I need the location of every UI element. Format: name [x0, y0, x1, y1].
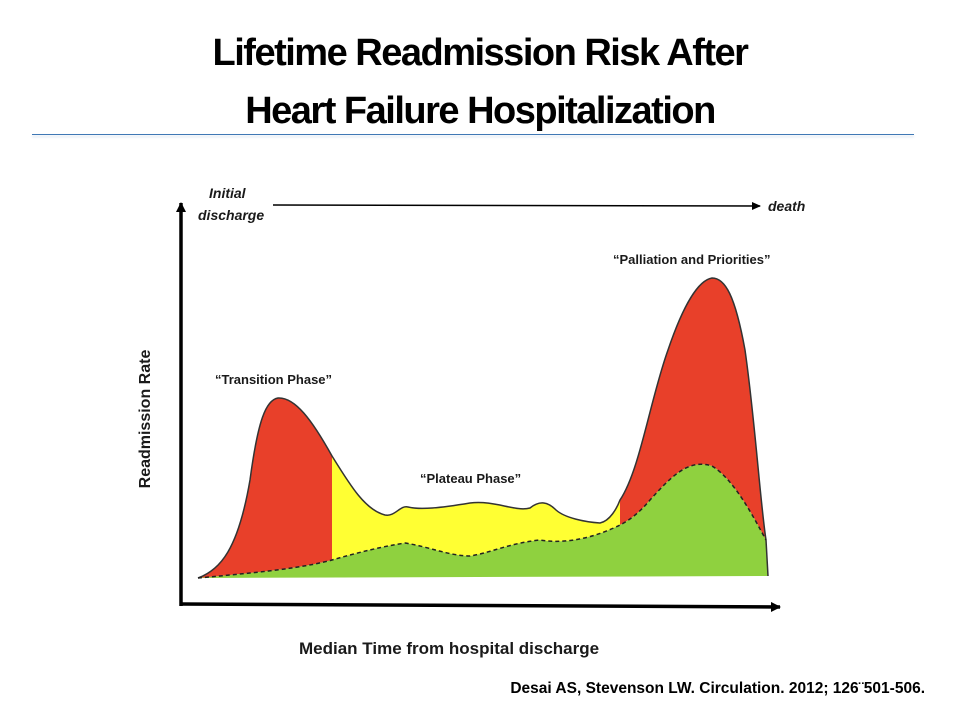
- transition-phase-area: [198, 397, 332, 578]
- palliation-phase-area: [620, 278, 766, 540]
- slide-title-line-2: Heart Failure Hospitalization: [245, 90, 716, 132]
- title-divider: [32, 134, 914, 135]
- timeline-start-label: Initial discharge: [198, 185, 264, 223]
- transition-phase-label: “Transition Phase”: [215, 372, 332, 387]
- y-axis-label: Readmission Rate: [137, 350, 154, 489]
- baseline-risk-area: [198, 464, 768, 578]
- timeline-start-line-1: Initial: [209, 185, 247, 201]
- slide-title-line-1: Lifetime Readmission Risk After: [212, 32, 749, 74]
- plateau-phase-label: “Plateau Phase”: [420, 471, 521, 486]
- palliation-phase-label: “Palliation and Priorities”: [613, 252, 770, 267]
- x-axis: [179, 601, 781, 612]
- slide-title: Lifetime Readmission Risk After Heart Fa…: [0, 24, 960, 140]
- baseline-risk-curve: [197, 463, 767, 579]
- total-risk-curve: [197, 277, 769, 579]
- citation: Desai AS, Stevenson LW. Circulation. 201…: [510, 680, 925, 697]
- timeline-start-line-2: discharge: [198, 207, 264, 223]
- x-axis-label: Median Time from hospital discharge: [299, 639, 599, 658]
- timeline-arrow: [272, 201, 761, 210]
- plateau-phase-area: [332, 456, 620, 560]
- timeline-end-label: death: [768, 198, 805, 214]
